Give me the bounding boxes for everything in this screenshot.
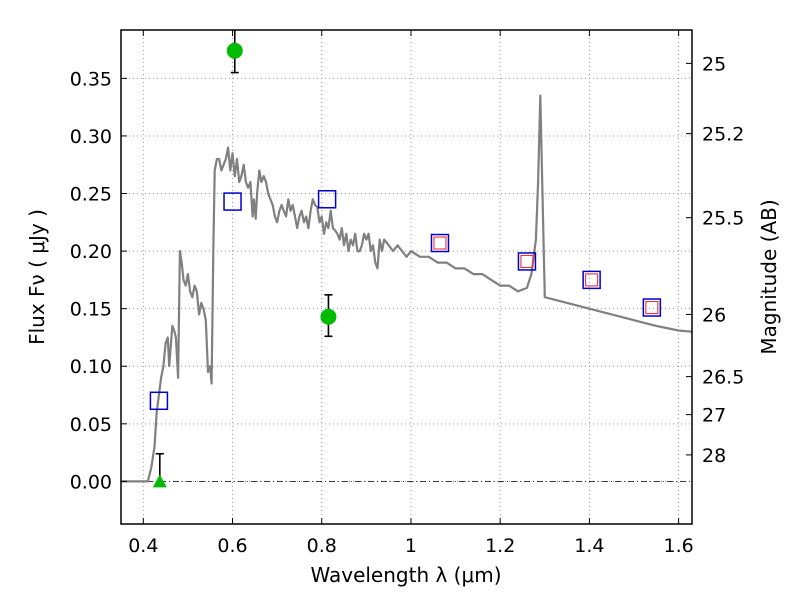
y-tick-label: 0.05 [70, 414, 112, 436]
inner-marker [520, 254, 534, 269]
right-tick-label: 25.2 [702, 124, 744, 146]
x-tick-label: 0.6 [217, 535, 247, 557]
plot-frame [120, 29, 693, 525]
y-axis-ticks: 0.00 0.05 0.10 0.15 0.20 0.25 0.30 0.35 [70, 68, 127, 493]
right-axis-label: Magnitude (AB) [757, 199, 781, 354]
model-band-square [149, 391, 169, 411]
x-tick-label: 1.4 [574, 535, 604, 557]
inner-markers [433, 236, 659, 315]
y-tick-label: 0.10 [70, 356, 112, 378]
right-tick-label: 28 [702, 445, 726, 467]
y-tick-label: 0.20 [70, 241, 112, 263]
model-band-square [517, 252, 537, 271]
detection-point [320, 308, 337, 325]
model-band-square [642, 298, 662, 317]
model-band-square [317, 190, 337, 209]
y-tick-label: 0.30 [70, 126, 112, 148]
detection-point [226, 42, 243, 59]
y-axis-label: Flux Fν ( μJy ) [25, 209, 49, 345]
right-axis-ticks: 25 25.2 25.5 26 26.5 27 28 [686, 53, 744, 467]
right-tick-label: 25.5 [702, 208, 744, 230]
inner-marker [585, 273, 599, 287]
grid-lines [121, 30, 692, 524]
right-tick-label: 26.5 [702, 367, 744, 389]
upper-limit-triangle [152, 474, 167, 488]
model-band-squares [149, 190, 662, 411]
model-band-square [223, 192, 242, 211]
detection-points [226, 30, 337, 338]
y-tick-label: 0.35 [70, 68, 112, 90]
right-tick-label: 25 [702, 53, 726, 75]
x-tick-label: 1.6 [664, 535, 694, 557]
inner-marker [645, 300, 659, 315]
x-tick-label: 0.4 [128, 535, 158, 557]
model-spectrum [121, 94, 693, 483]
right-tick-label: 27 [702, 405, 726, 427]
x-tick-label: 0.8 [307, 535, 337, 557]
x-axis-label: Wavelength λ (μm) [310, 563, 501, 587]
model-band-square [430, 233, 450, 253]
inner-marker [433, 236, 447, 250]
x-tick-label: 1.2 [485, 535, 515, 557]
y-tick-label: 0.15 [70, 299, 112, 321]
model-spectrum-line [121, 94, 693, 483]
x-axis-ticks: 0.4 0.6 0.8 1 1.2 1.4 1.6 [128, 30, 694, 557]
x-tick-label: 1 [405, 535, 417, 557]
upper-limit-marker [152, 452, 167, 488]
right-tick-label: 26 [702, 304, 726, 326]
y-tick-label: 0.00 [70, 471, 112, 493]
y-tick-label: 0.25 [70, 184, 112, 206]
model-band-square [582, 270, 601, 290]
